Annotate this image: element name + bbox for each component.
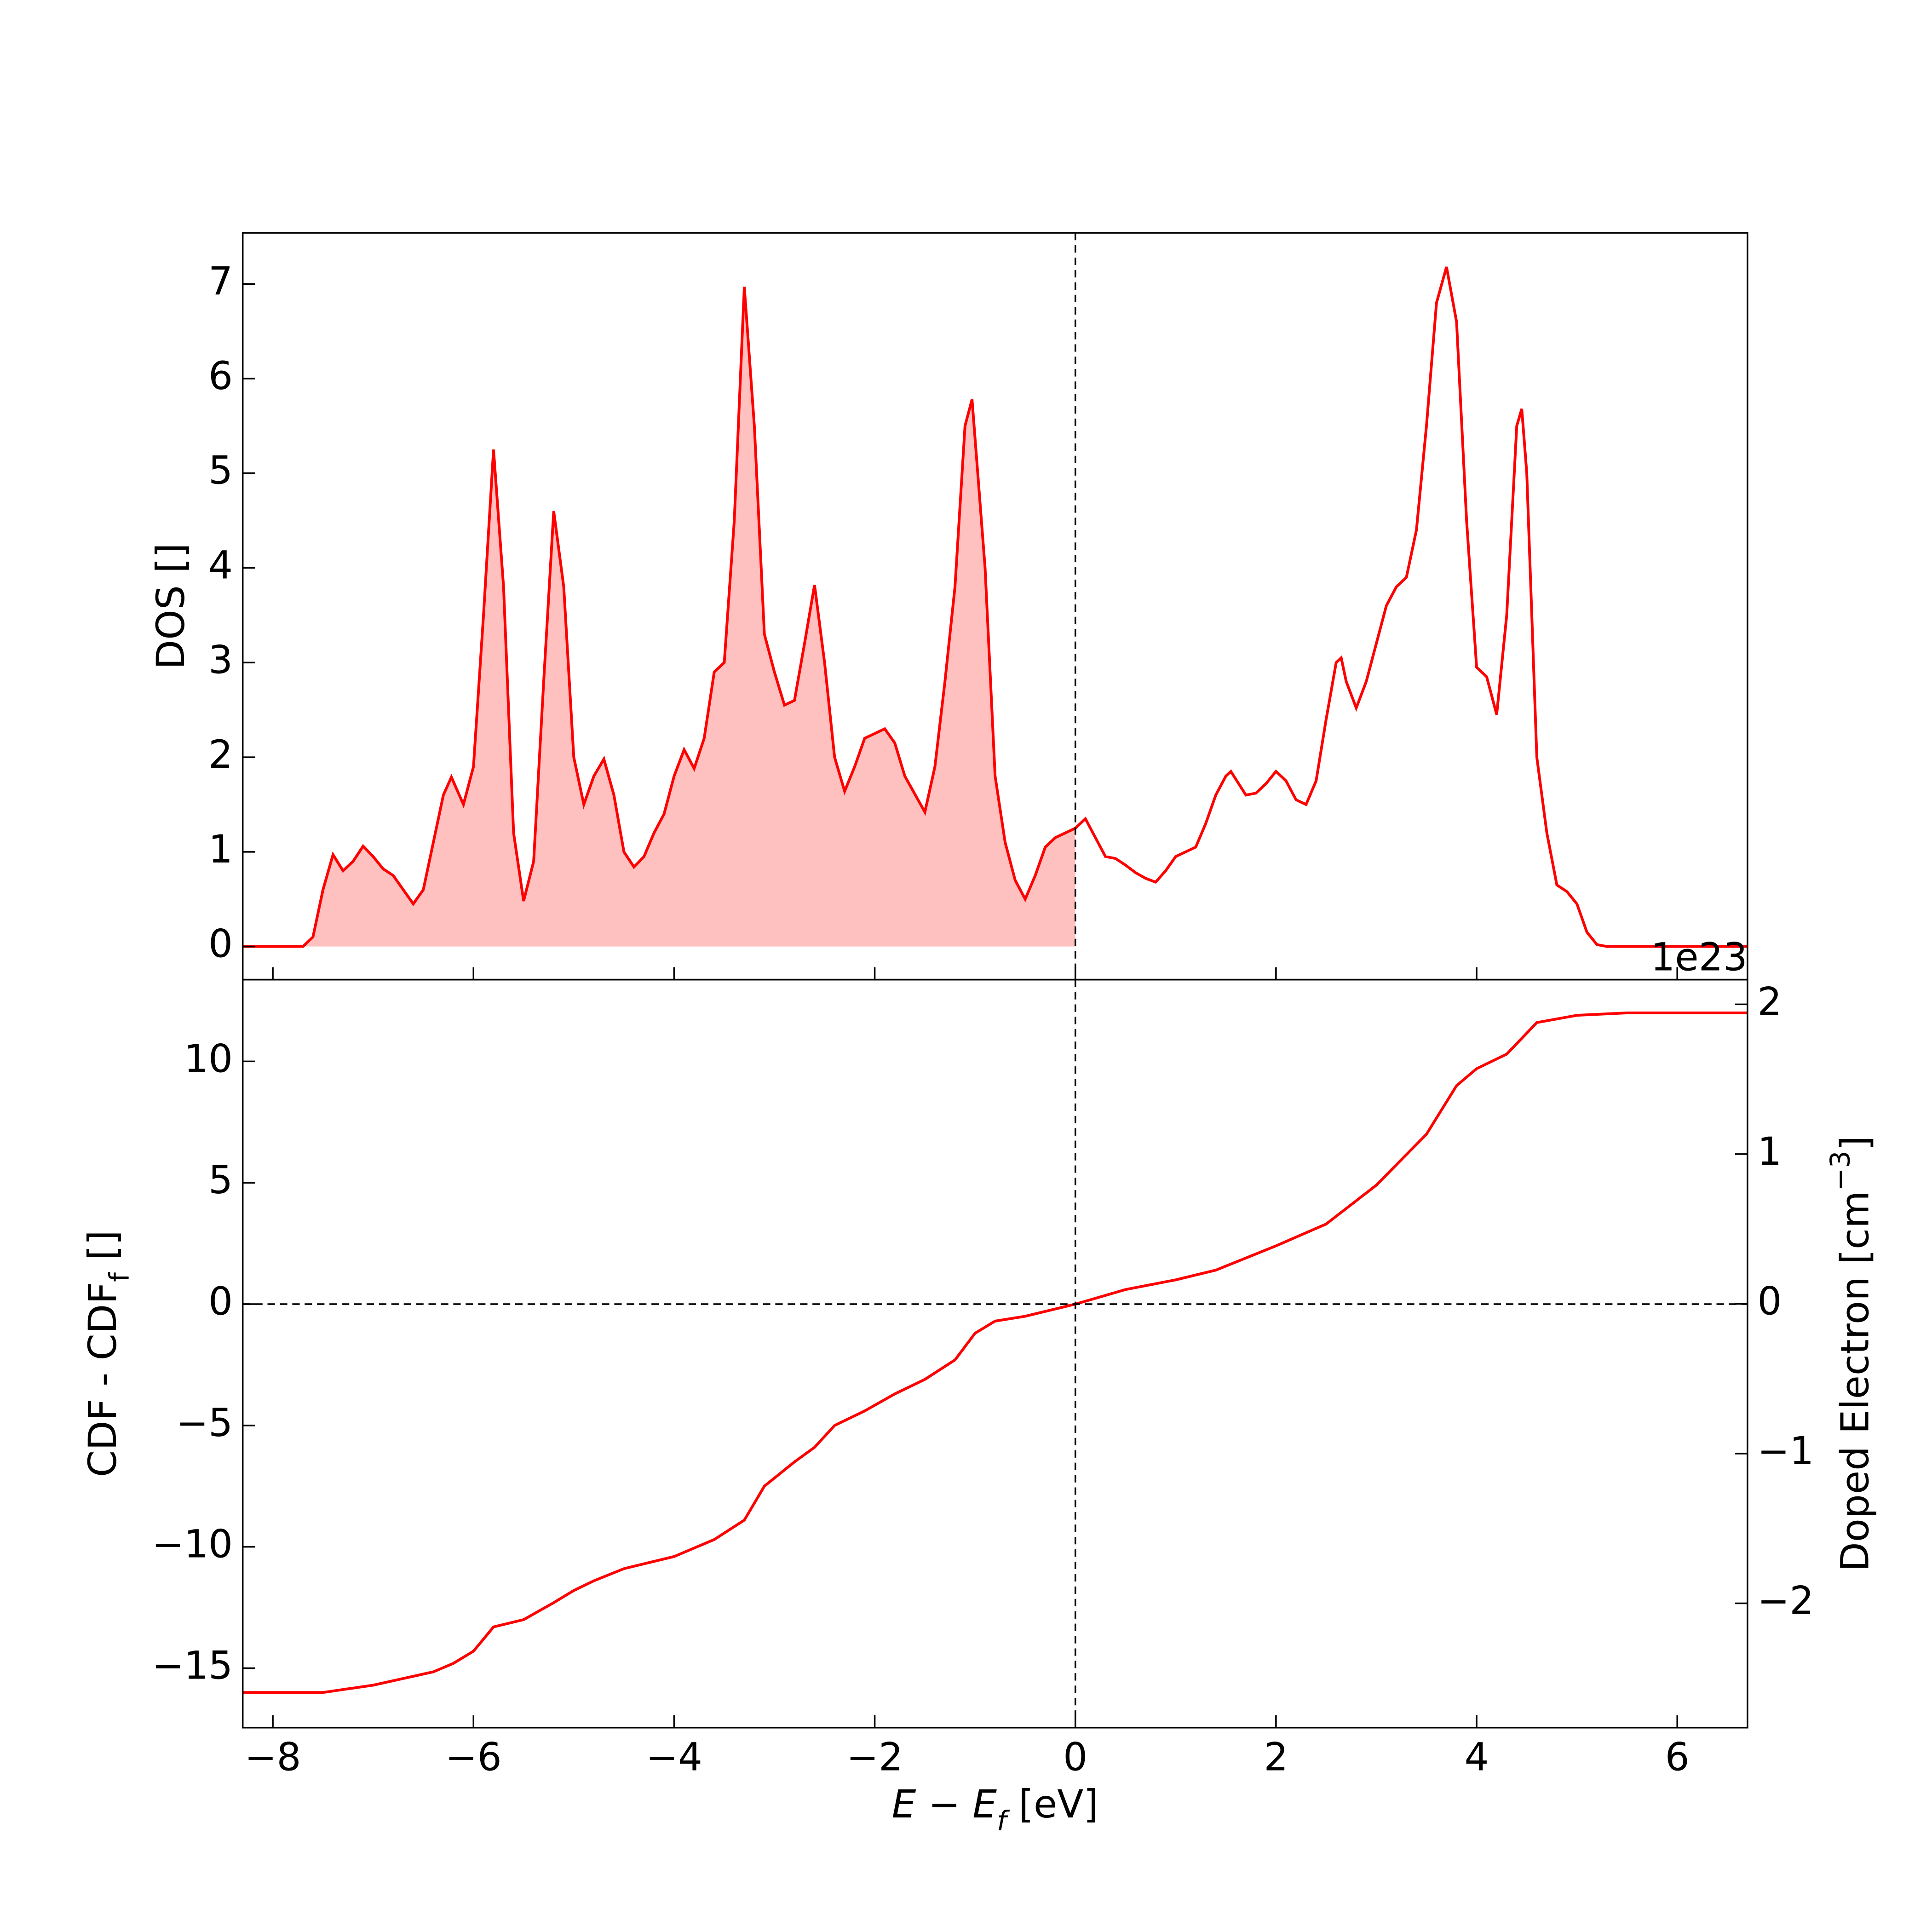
x-tick-label: −6 [445, 1735, 502, 1780]
y-tick-label: 10 [184, 1036, 233, 1081]
y-tick-label: −15 [152, 1643, 233, 1688]
y2-tick-label: 1 [1757, 1129, 1782, 1174]
y-axis-label-part: CDF - CDF [80, 1282, 125, 1477]
y-tick-label: −10 [152, 1522, 233, 1567]
data-line [242, 1011, 1748, 1694]
x-tick-label: 6 [1665, 1735, 1690, 1780]
x-tick-label: −8 [245, 1735, 301, 1780]
y-axis-label: CDF - CDFf [] [80, 1230, 135, 1477]
x-tick-label: −4 [646, 1735, 702, 1780]
x-tick-label: 0 [1063, 1735, 1087, 1780]
y2-axis-label-part: ] [1833, 1136, 1877, 1151]
y-tick-label: 5 [208, 448, 233, 493]
y-tick-label: 2 [208, 732, 233, 777]
x-tick-label: −2 [846, 1735, 903, 1780]
y2-tick-label: 2 [1757, 979, 1782, 1024]
x-axis-label: E − Ef [eV] [892, 1782, 1098, 1837]
y-tick-label: 5 [208, 1158, 233, 1202]
x-axis-label-part: [eV] [1006, 1782, 1098, 1827]
data-line [242, 266, 1748, 948]
dos-fill [242, 287, 1075, 947]
x-axis-label-part: E − E [892, 1782, 997, 1827]
y2-tick-label: 0 [1757, 1279, 1782, 1323]
offset-text: 1e23 [1650, 935, 1748, 979]
y-tick-label: 0 [208, 1279, 233, 1324]
plot-area [242, 979, 1748, 1728]
plot-area [242, 233, 1748, 980]
y-tick-label: 3 [208, 638, 233, 682]
x-tick-label: 2 [1264, 1735, 1288, 1780]
y2-axis-label-part: Doped Electron [cm [1833, 1191, 1877, 1572]
x-tick-label: 4 [1464, 1735, 1489, 1780]
y2-axis-label-part: −3 [1824, 1150, 1856, 1190]
y-axis-label: DOS [] [149, 543, 193, 670]
y2-axis-label: Doped Electron [cm−3] [1824, 1136, 1877, 1572]
y-axis-label-part: f [103, 1272, 135, 1282]
y-tick-label: 6 [208, 354, 233, 398]
y2-tick-label: −1 [1757, 1429, 1814, 1473]
y2-tick-label: −2 [1757, 1578, 1814, 1623]
y-tick-label: 1 [208, 827, 233, 872]
y-tick-label: 4 [208, 543, 233, 587]
axes-frame [242, 978, 1748, 1729]
y-axis-label-part: [] [80, 1230, 125, 1272]
y-tick-label: 0 [208, 922, 233, 966]
y-tick-label: −5 [176, 1401, 233, 1445]
y-tick-label: 7 [208, 259, 233, 304]
